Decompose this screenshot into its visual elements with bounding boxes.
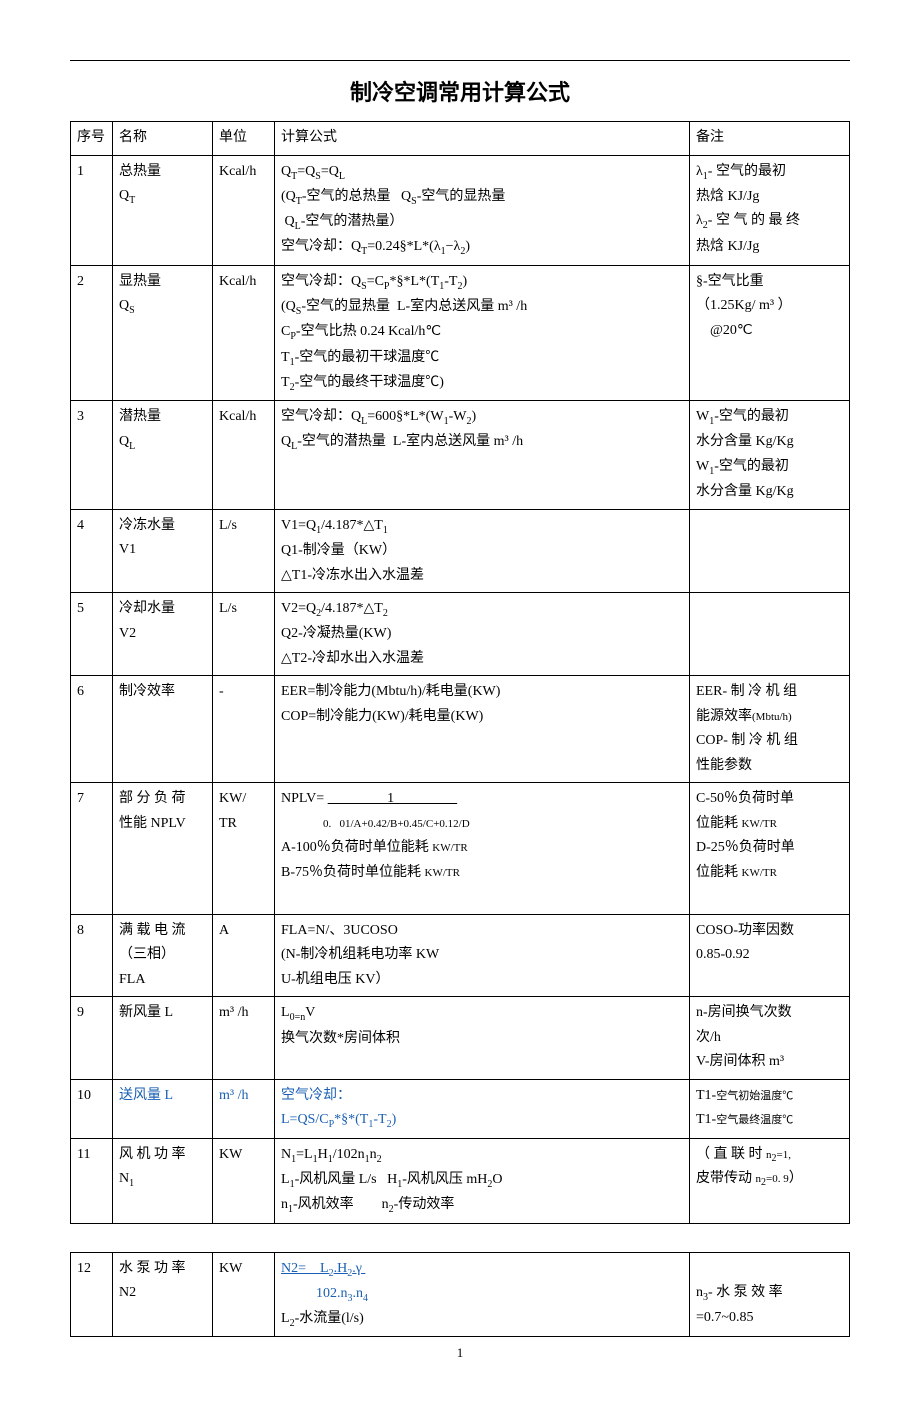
cell-name: 满 载 电 流（三相）FLA bbox=[113, 914, 213, 997]
cell-formula: N2= L2.H2.γ 102.n3.n4L2-水流量(l/s) bbox=[275, 1252, 690, 1337]
cell-unit: L/s bbox=[213, 509, 275, 592]
table-row: 8满 载 电 流（三相）FLAAFLA=N/、3UCOSO(N-制冷机组耗电功率… bbox=[71, 914, 850, 997]
cell-unit: m³ /h bbox=[213, 1079, 275, 1138]
cell-formula: 空气冷却：L=QS/CP*§*(T1-T2) bbox=[275, 1079, 690, 1138]
table-row: 6制冷效率-EER=制冷能力(Mbtu/h)/耗电量(KW)COP=制冷能力(K… bbox=[71, 676, 850, 783]
cell-name: 冷冻水量V1 bbox=[113, 509, 213, 592]
cell-seq: 2 bbox=[71, 265, 113, 400]
table-row: 5冷却水量V2L/sV2=Q2/4.187*△T2Q2-冷凝热量(KW)△T2-… bbox=[71, 593, 850, 676]
cell-note: λ1- 空气的最初热焓 KJ/Jgλ2- 空 气 的 最 终热焓 KJ/Jg bbox=[690, 155, 850, 265]
table-row: 7部 分 负 荷性能 NPLVKW/TRNPLV= 1 0. 01/A+0.42… bbox=[71, 783, 850, 915]
cell-note: W1-空气的最初水分含量 Kg/KgW1-空气的最初水分含量 Kg/Kg bbox=[690, 401, 850, 510]
cell-note bbox=[690, 509, 850, 592]
cell-unit: KW bbox=[213, 1138, 275, 1223]
table-row: 11风 机 功 率N1KWN1=L1H1/102n1n2L1-风机风量 L/s … bbox=[71, 1138, 850, 1223]
cell-formula: L0=nV换气次数*房间体积 bbox=[275, 997, 690, 1080]
cell-name: 部 分 负 荷性能 NPLV bbox=[113, 783, 213, 915]
col-seq-header: 序号 bbox=[71, 122, 113, 156]
cell-note bbox=[690, 593, 850, 676]
cell-seq: 6 bbox=[71, 676, 113, 783]
formula-table: 序号 名称 单位 计算公式 备注 1总热量QTKcal/hQT=QS=QL(QT… bbox=[70, 121, 850, 1224]
cell-formula: NPLV= 1 0. 01/A+0.42/B+0.45/C+0.12/DA-10… bbox=[275, 783, 690, 915]
cell-note: COSO-功率因数0.85-0.92 bbox=[690, 914, 850, 997]
table-row: 9新风量 Lm³ /hL0=nV换气次数*房间体积n-房间换气次数次/hV-房间… bbox=[71, 997, 850, 1080]
cell-name: 制冷效率 bbox=[113, 676, 213, 783]
cell-note: EER- 制 冷 机 组能源效率(Mbtu/h)COP- 制 冷 机 组性能参数 bbox=[690, 676, 850, 783]
table-body: 1总热量QTKcal/hQT=QS=QL(QT-空气的总热量 QS-空气的显热量… bbox=[71, 155, 850, 1223]
cell-seq: 1 bbox=[71, 155, 113, 265]
cell-unit: KW/TR bbox=[213, 783, 275, 915]
table-row: 10送风量 Lm³ /h空气冷却：L=QS/CP*§*(T1-T2)T1-空气初… bbox=[71, 1079, 850, 1138]
col-unit-header: 单位 bbox=[213, 122, 275, 156]
cell-name: 冷却水量V2 bbox=[113, 593, 213, 676]
cell-formula: N1=L1H1/102n1n2L1-风机风量 L/s H1-风机风压 mH2On… bbox=[275, 1138, 690, 1223]
cell-unit: KW bbox=[213, 1252, 275, 1337]
cell-seq: 10 bbox=[71, 1079, 113, 1138]
cell-note: T1-空气初始温度℃T1-空气最终温度℃ bbox=[690, 1079, 850, 1138]
cell-seq: 3 bbox=[71, 401, 113, 510]
cell-seq: 11 bbox=[71, 1138, 113, 1223]
cell-seq: 9 bbox=[71, 997, 113, 1080]
col-name-header: 名称 bbox=[113, 122, 213, 156]
table-row: 1总热量QTKcal/hQT=QS=QL(QT-空气的总热量 QS-空气的显热量… bbox=[71, 155, 850, 265]
table-header-row: 序号 名称 单位 计算公式 备注 bbox=[71, 122, 850, 156]
cell-unit: A bbox=[213, 914, 275, 997]
cell-name: 显热量QS bbox=[113, 265, 213, 400]
cell-name: 水 泵 功 率N2 bbox=[113, 1252, 213, 1337]
cell-unit: Kcal/h bbox=[213, 401, 275, 510]
cell-unit: Kcal/h bbox=[213, 155, 275, 265]
cell-seq: 12 bbox=[71, 1252, 113, 1337]
cell-unit: m³ /h bbox=[213, 997, 275, 1080]
cell-seq: 5 bbox=[71, 593, 113, 676]
page-title: 制冷空调常用计算公式 bbox=[70, 75, 850, 107]
cell-name: 总热量QT bbox=[113, 155, 213, 265]
table-row: 4冷冻水量V1L/sV1=Q1/4.187*△T1Q1-制冷量（KW）△T1-冷… bbox=[71, 509, 850, 592]
table-row: 3潜热量QLKcal/h空气冷却：QL=600§*L*(W1-W2)QL-空气的… bbox=[71, 401, 850, 510]
col-formula-header: 计算公式 bbox=[275, 122, 690, 156]
cell-note: n3- 水 泵 效 率=0.7~0.85 bbox=[690, 1252, 850, 1337]
cell-note: （ 直 联 时 n2=1,皮带传动 n2=0. 9） bbox=[690, 1138, 850, 1223]
cell-formula: FLA=N/、3UCOSO(N-制冷机组耗电功率 KWU-机组电压 KV） bbox=[275, 914, 690, 997]
table-body-continued: 12水 泵 功 率N2KWN2= L2.H2.γ 102.n3.n4L2-水流量… bbox=[71, 1252, 850, 1337]
cell-unit: Kcal/h bbox=[213, 265, 275, 400]
cell-formula: 空气冷却：QL=600§*L*(W1-W2)QL-空气的潜热量 L-室内总送风量… bbox=[275, 401, 690, 510]
cell-seq: 4 bbox=[71, 509, 113, 592]
cell-note: C-50％负荷时单位能耗 KW/TRD-25％负荷时单位能耗 KW/TR bbox=[690, 783, 850, 915]
cell-formula: EER=制冷能力(Mbtu/h)/耗电量(KW)COP=制冷能力(KW)/耗电量… bbox=[275, 676, 690, 783]
table-row: 2显热量QSKcal/h空气冷却：QS=CP*§*L*(T1-T2)(QS-空气… bbox=[71, 265, 850, 400]
cell-name: 潜热量QL bbox=[113, 401, 213, 510]
cell-formula: QT=QS=QL(QT-空气的总热量 QS-空气的显热量 QL-空气的潜热量）空… bbox=[275, 155, 690, 265]
cell-name: 送风量 L bbox=[113, 1079, 213, 1138]
cell-note: §-空气比重（1.25Kg/ m³ ） @20℃ bbox=[690, 265, 850, 400]
cell-unit: - bbox=[213, 676, 275, 783]
cell-note: n-房间换气次数次/hV-房间体积 m³ bbox=[690, 997, 850, 1080]
page-number: 1 bbox=[70, 1345, 850, 1361]
cell-unit: L/s bbox=[213, 593, 275, 676]
col-note-header: 备注 bbox=[690, 122, 850, 156]
cell-formula: 空气冷却：QS=CP*§*L*(T1-T2)(QS-空气的显热量 L-室内总送风… bbox=[275, 265, 690, 400]
cell-seq: 8 bbox=[71, 914, 113, 997]
formula-table-continued: 12水 泵 功 率N2KWN2= L2.H2.γ 102.n3.n4L2-水流量… bbox=[70, 1252, 850, 1338]
header-rule bbox=[70, 60, 850, 61]
page: 制冷空调常用计算公式 序号 名称 单位 计算公式 备注 1总热量QTKcal/h… bbox=[0, 0, 920, 1401]
cell-name: 风 机 功 率N1 bbox=[113, 1138, 213, 1223]
cell-formula: V2=Q2/4.187*△T2Q2-冷凝热量(KW)△T2-冷却水出入水温差 bbox=[275, 593, 690, 676]
table-row: 12水 泵 功 率N2KWN2= L2.H2.γ 102.n3.n4L2-水流量… bbox=[71, 1252, 850, 1337]
cell-seq: 7 bbox=[71, 783, 113, 915]
cell-formula: V1=Q1/4.187*△T1Q1-制冷量（KW）△T1-冷冻水出入水温差 bbox=[275, 509, 690, 592]
cell-name: 新风量 L bbox=[113, 997, 213, 1080]
